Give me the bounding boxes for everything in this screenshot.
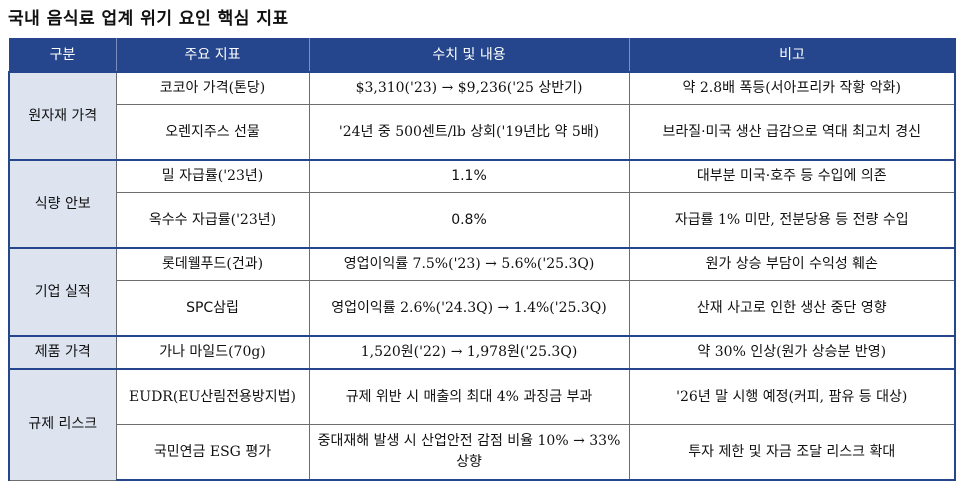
table-row: 식량 안보 밀 자급률('23년) 1.1% 대부분 미국·호주 등 수입에 의…	[8, 159, 956, 249]
indicator-table: 구분 주요 지표 수치 및 내용 비고 원자재 가격 코코아 가격(톤당) $3…	[8, 38, 956, 481]
indicator-cell: 가나 마일드(70g)	[115, 335, 310, 370]
note-cell: 투자 제한 및 자금 조달 리스크 확대	[628, 424, 956, 481]
value-cell: 중대재해 발생 시 산업안전 감점 비율 10% → 33% 상향	[308, 424, 630, 481]
note-cell: 산재 사고로 인한 생산 중단 영향	[628, 280, 956, 337]
note-cell: 자급률 1% 미만, 전분당용 등 전량 수입	[628, 192, 956, 249]
value-cell: 규제 위반 시 매출의 최대 4% 과징금 부과	[308, 368, 630, 425]
indicator-cell: 롯데웰푸드(건과)	[115, 247, 310, 281]
header-category: 구분	[8, 38, 117, 73]
table-row: SPC삼립 영업이익률 2.6%('24.3Q) → 1.4%('25.3Q) …	[9, 280, 956, 337]
value-cell: 0.8%	[308, 192, 630, 249]
note-cell: '26년 말 시행 예정(커피, 팜유 등 대상)	[628, 368, 956, 425]
table-row: 옥수수 자급률('23년) 0.8% 자급률 1% 미만, 전분당용 등 전량 …	[9, 192, 956, 249]
note-cell: 브라질·미국 생산 급감으로 역대 최고치 경신	[628, 104, 956, 161]
table-row: 오렌지주스 선물 '24년 중 500센트/lb 상회('19년比 약 5배) …	[9, 104, 956, 161]
category-cell-food-security: 식량 안보	[8, 159, 117, 249]
indicator-cell: 밀 자급률('23년)	[115, 159, 310, 193]
value-cell: 1.1%	[308, 159, 630, 193]
value-cell: '24년 중 500센트/lb 상회('19년比 약 5배)	[308, 104, 630, 161]
note-cell: 약 2.8배 폭등(서아프리카 작황 악화)	[628, 71, 956, 105]
document-title: 국내 음식료 업계 위기 요인 핵심 지표	[8, 9, 289, 29]
table-row: 규제 리스크 EUDR(EU산림전용방지법) 규제 위반 시 매출의 최대 4%…	[8, 368, 956, 481]
indicator-cell: 오렌지주스 선물	[115, 104, 310, 161]
table-row: 제품 가격 가나 마일드(70g) 1,520원('22) → 1,978원('…	[8, 335, 956, 370]
note-cell: 약 30% 인상(원가 상승분 반영)	[628, 335, 956, 370]
note-cell: 원가 상승 부담이 수익성 훼손	[628, 247, 956, 281]
category-cell-raw-materials: 원자재 가격	[8, 71, 117, 161]
indicator-cell: 국민연금 ESG 평가	[115, 424, 310, 481]
indicator-cell: SPC삼립	[115, 280, 310, 337]
category-cell-product-price: 제품 가격	[8, 335, 117, 370]
indicator-cell: 코코아 가격(톤당)	[115, 71, 310, 105]
indicator-cell: EUDR(EU산림전용방지법)	[115, 368, 310, 425]
note-cell: 대부분 미국·호주 등 수입에 의존	[628, 159, 956, 193]
header-value: 수치 및 내용	[308, 38, 630, 73]
category-cell-regulatory-risk: 규제 리스크	[8, 368, 117, 481]
value-cell: $3,310('23) → $9,236('25 상반기)	[308, 71, 630, 105]
table-row: 원자재 가격 코코아 가격(톤당) $3,310('23) → $9,236('…	[8, 71, 956, 161]
table-row: 기업 실적 롯데웰푸드(건과) 영업이익률 7.5%('23) → 5.6%('…	[8, 247, 956, 337]
value-cell: 영업이익률 7.5%('23) → 5.6%('25.3Q)	[308, 247, 630, 281]
header-indicator: 주요 지표	[115, 38, 310, 73]
table-row: 국민연금 ESG 평가 중대재해 발생 시 산업안전 감점 비율 10% → 3…	[9, 424, 956, 481]
value-cell: 영업이익률 2.6%('24.3Q) → 1.4%('25.3Q)	[308, 280, 630, 337]
indicator-cell: 옥수수 자급률('23년)	[115, 192, 310, 249]
category-cell-corporate-earnings: 기업 실적	[8, 247, 117, 337]
value-cell: 1,520원('22) → 1,978원('25.3Q)	[308, 335, 630, 370]
header-row: 구분 주요 지표 수치 및 내용 비고	[8, 38, 956, 73]
header-note: 비고	[628, 38, 956, 73]
